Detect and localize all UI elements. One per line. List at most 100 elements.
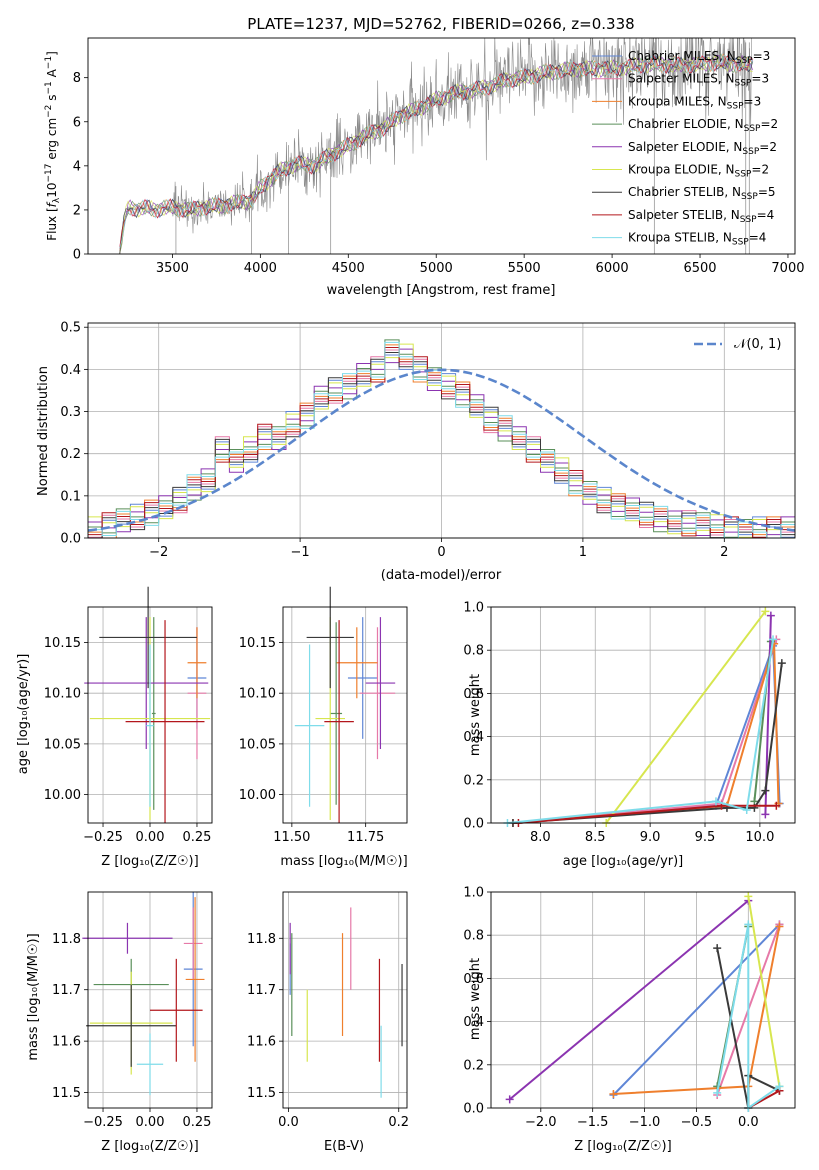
age_vs_mass-ytick-label: 10.00 — [239, 788, 276, 803]
spectrum-ytick-label: 2 — [73, 203, 81, 218]
age_vs_z-xtick-label: −0.25 — [83, 830, 123, 845]
weight_vs_age-marker-salpeter_elodie — [761, 810, 770, 819]
weight-vs-z-ylabel: mass weight — [468, 958, 483, 1040]
spectrum-legend-label: Kroupa ELODIE, NSSP=2 — [628, 163, 769, 180]
weight_vs_age-ytick-label: 0.0 — [463, 817, 484, 832]
spectrum-xtick-label: 4000 — [244, 261, 277, 276]
weight_vs_age-xtick-label: 8.0 — [530, 830, 551, 845]
mass_vs_ebv-ytick-label: 11.7 — [247, 983, 276, 998]
spectrum-panel: wavelength [Angstrom, rest frame] Flux [… — [44, 37, 805, 298]
weight_vs_z-series-salpeter_elodie — [509, 899, 749, 1101]
mass_vs_ebv-ytick-label: 11.8 — [247, 932, 276, 947]
weight_vs_z-series-chabrier_miles — [612, 923, 781, 1096]
age-vs-z-xlabel: Z [log₁₀(Z/Z☉)] — [101, 854, 198, 869]
weight_vs_age-ytick-label: 0.6 — [463, 687, 484, 702]
mass-vs-z-panel: Z [log₁₀(Z/Z☉)] mass [log₁₀(M/M☉)] −0.25… — [26, 891, 213, 1154]
weight_vs_z-marker-kroupa_stelib — [775, 1082, 784, 1091]
spectrum-legend-label: Kroupa STELIB, NSSP=4 — [628, 231, 766, 248]
age_vs_z-xtick-label: 0.00 — [136, 830, 165, 845]
weight_vs_age-marker-kroupa_elodie — [761, 607, 770, 616]
residuals-ytick-label: 0.5 — [60, 321, 81, 336]
weight-vs-age-ylabel: mass weight — [468, 674, 483, 756]
weight_vs_age-marker-salpeter_stelib — [772, 801, 781, 810]
spectrum-frame — [87, 37, 796, 255]
weight_vs_z-marker-kroupa_miles — [775, 922, 784, 931]
spectrum-model-line — [119, 55, 753, 249]
mass_vs_z-xtick-label: 0.25 — [182, 1115, 211, 1130]
age_vs_z-ytick-label: 10.15 — [44, 636, 81, 651]
mass_vs_ebv-frame — [282, 891, 408, 1109]
weight_vs_age-ytick-label: 0.8 — [463, 644, 484, 659]
residuals-ylabel: Normed distribution — [36, 366, 51, 496]
residuals-xlabel: (data-model)/error — [381, 568, 502, 583]
mass_vs_z-xtick-label: 0.00 — [136, 1115, 165, 1130]
age-vs-z-ylabel: age [log₁₀(age/yr)] — [16, 654, 31, 775]
mass_vs_ebv-xtick-label: 0.0 — [278, 1115, 299, 1130]
residual-histogram-kroupa_stelib — [88, 341, 795, 539]
spectrum-xtick-label: 5500 — [508, 261, 541, 276]
mass_vs_ebv-ytick-label: 11.5 — [247, 1086, 276, 1101]
age_vs_z-xtick-label: 0.25 — [182, 830, 211, 845]
weight_vs_z-marker-kroupa_elodie — [744, 892, 753, 901]
spectrum-xtick-label: 5000 — [420, 261, 453, 276]
figure-title: PLATE=1237, MJD=52762, FIBERID=0266, z=0… — [247, 15, 634, 33]
spectrum-legend-label: Salpeter MILES, NSSP=3 — [628, 72, 769, 89]
mass_vs_z-xtick-label: −0.25 — [83, 1115, 123, 1130]
spectrum-ytick-label: 4 — [73, 159, 81, 174]
spectrum-legend-label: Salpeter ELODIE, NSSP=2 — [628, 140, 777, 157]
spectrum-model-line — [119, 54, 754, 249]
age_vs_z-ytick-label: 10.05 — [44, 737, 81, 752]
mass-vs-ebv-panel: E(B-V) 0.0 0.2 11.5 11.6 11.7 11.8 — [247, 891, 409, 1154]
normal-distribution-curve — [87, 368, 796, 532]
weight_vs_z-ytick-label: 0.0 — [463, 1102, 484, 1117]
mass-vs-z-xlabel: Z [log₁₀(Z/Z☉)] — [101, 1139, 198, 1154]
age-vs-mass-panel: mass [log₁₀(M/M☉)] 11.50 11.75 10.00 10.05 1… — [239, 586, 408, 869]
weight_vs_age-xtick-label: 8.5 — [585, 830, 606, 845]
weight-vs-age-panel: age [log₁₀(age/yr)] mass weight 8.0 8.5 9.… — [463, 601, 796, 869]
weight_vs_z-series-kroupa_elodie — [747, 896, 781, 1087]
weight_vs_z-marker-kroupa_stelib — [713, 1088, 722, 1097]
weight_vs_z-frame — [490, 891, 796, 1109]
mass_vs_z-ytick-label: 11.8 — [52, 932, 81, 947]
weight_vs_z-ytick-label: 0.4 — [463, 1015, 484, 1030]
age_vs_mass-frame — [282, 606, 408, 824]
age-vs-z-panel: Z [log₁₀(Z/Z☉)] age [log₁₀(age/yr)] −0.2… — [16, 586, 213, 869]
residuals-ytick-label: 0.3 — [60, 405, 81, 420]
age_vs_z-frame — [87, 606, 213, 824]
age_vs_mass-ytick-label: 10.05 — [239, 737, 276, 752]
weight_vs_age-marker-salpeter_elodie — [766, 611, 775, 620]
weight_vs_age-marker-chabrier_stelib — [777, 659, 786, 668]
weight_vs_z-ytick-label: 0.8 — [463, 929, 484, 944]
spectrum-model-line — [119, 56, 754, 254]
weight-vs-age-xlabel: age [log₁₀(age/yr)] — [563, 854, 684, 869]
weight_vs_age-xtick-label: 9.5 — [695, 830, 716, 845]
spectrum-xlabel: wavelength [Angstrom, rest frame] — [327, 283, 556, 298]
weight_vs_z-xtick-label: 0.0 — [738, 1115, 759, 1130]
mass_vs_z-ytick-label: 11.6 — [52, 1035, 81, 1050]
spectrum-xtick-label: 6500 — [683, 261, 716, 276]
age_vs_mass-ytick-label: 10.10 — [239, 687, 276, 702]
residuals-xtick-label: −2 — [149, 545, 168, 560]
residuals-legend-label: 𝒩(0, 1) — [734, 337, 781, 352]
weight_vs_age-marker-kroupa_stelib — [742, 806, 751, 815]
weight_vs_age-xtick-label: 9.0 — [640, 830, 661, 845]
spectrum-ytick-label: 8 — [73, 71, 81, 86]
age_vs_z-ytick-label: 10.00 — [44, 788, 81, 803]
residuals-panel: (data-model)/error Normed distribution −… — [36, 321, 796, 583]
weight_vs_age-ytick-label: 0.2 — [463, 773, 484, 788]
age_vs_mass-ytick-label: 10.15 — [239, 636, 276, 651]
weight_vs_age-ytick-label: 0.4 — [463, 730, 484, 745]
spectrum-ytick-label: 6 — [73, 115, 81, 130]
weight-vs-z-xlabel: Z [log₁₀(Z/Z☉)] — [574, 1139, 671, 1154]
spectrum-legend-label: Chabrier ELODIE, NSSP=2 — [628, 117, 778, 134]
weight_vs_z-ytick-label: 0.2 — [463, 1058, 484, 1073]
weight_vs_z-marker-kroupa_stelib — [744, 920, 753, 929]
spectrum-legend-label: Salpeter STELIB, NSSP=4 — [628, 208, 774, 225]
residuals-ytick-label: 0.1 — [60, 489, 81, 504]
age_vs_z-ytick-label: 10.10 — [44, 687, 81, 702]
residuals-ytick-label: 0.0 — [60, 532, 81, 547]
residuals-xtick-label: 2 — [720, 545, 728, 560]
residuals-xtick-label: 0 — [437, 545, 445, 560]
